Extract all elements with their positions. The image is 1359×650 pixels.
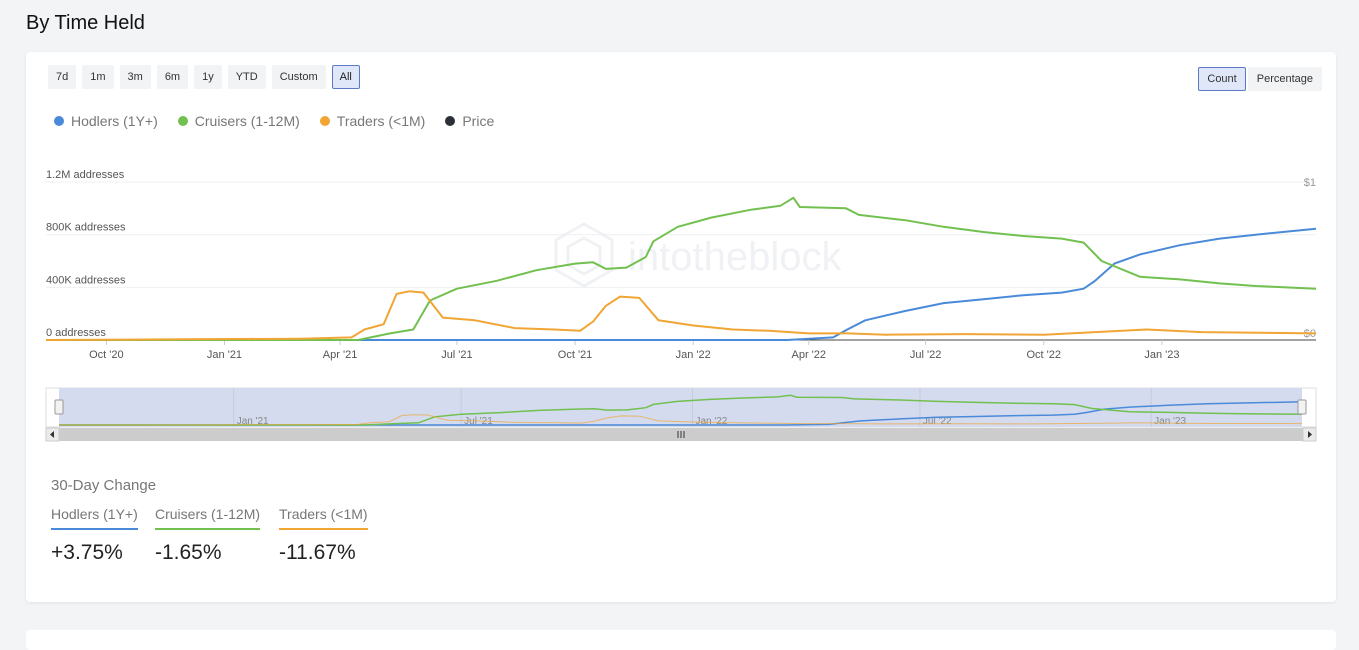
- change-hodlers: Hodlers (1Y+) +3.75%: [51, 506, 138, 565]
- legend-item-price[interactable]: Price: [445, 113, 494, 129]
- scroll-left-arrow-icon: [50, 431, 54, 438]
- navigator-line-hodlers: [59, 401, 1303, 426]
- legend-dot-price: [445, 116, 456, 126]
- watermark: intotheblock: [554, 222, 842, 288]
- scroll-right-arrow-icon: [1308, 431, 1312, 438]
- range-3m-button[interactable]: 3m: [119, 65, 151, 89]
- change-label-cruisers: Cruisers (1-12M): [155, 506, 261, 530]
- legend-dot-traders: [319, 116, 330, 126]
- mode-selector: Count Percentage: [1198, 67, 1322, 91]
- range-6m-button[interactable]: 6m: [156, 65, 189, 89]
- navigator-tick-label: Jan '22: [695, 416, 727, 427]
- section-title: By Time Held: [26, 12, 145, 34]
- series-lines: [45, 196, 1317, 341]
- navigator-right-handle[interactable]: [1297, 399, 1307, 415]
- series-line-traders: [45, 290, 1317, 341]
- change-cruisers: Cruisers (1-12M) -1.65%: [155, 506, 261, 565]
- navigator-tick-label: Jul '22: [923, 416, 952, 427]
- legend-label: Cruisers (1-12M): [194, 113, 300, 129]
- navigator-tick-label: Jan '23: [1154, 416, 1186, 427]
- x-tick-label: Oct '21: [558, 349, 593, 361]
- y-tick-label: 400K addresses: [46, 274, 126, 286]
- watermark-text: intotheblock: [628, 235, 842, 279]
- navigator-left-handle[interactable]: [54, 399, 64, 415]
- percentage-button[interactable]: Percentage: [1247, 67, 1322, 91]
- legend-dot-cruisers: [177, 116, 188, 126]
- change-title: 30-Day Change: [51, 477, 157, 494]
- legend-item-hodlers[interactable]: Hodlers (1Y+): [54, 113, 158, 129]
- x-tick-label: Jan '23: [1144, 349, 1179, 361]
- range-7d-button[interactable]: 7d: [48, 65, 77, 89]
- y-right-tick-label: $1: [1304, 177, 1316, 189]
- change-value-hodlers: +3.75%: [51, 541, 123, 564]
- chart-card: 7d 1m 3m 6m 1y YTD Custom All Count Perc…: [26, 52, 1336, 602]
- x-tick-label: Jul '21: [441, 349, 472, 361]
- legend-item-cruisers[interactable]: Cruisers (1-12M): [177, 113, 300, 129]
- change-label-hodlers: Hodlers (1Y+): [51, 506, 138, 530]
- range-1m-button[interactable]: 1m: [82, 65, 114, 89]
- x-tick-label: Apr '22: [792, 349, 827, 361]
- x-tick-label: Jan '22: [676, 349, 711, 361]
- navigator-line-cruisers: [59, 394, 1303, 426]
- x-tick-label: Oct '20: [89, 349, 124, 361]
- legend-item-traders[interactable]: Traders (<1M): [319, 113, 426, 129]
- range-all-button[interactable]: All: [331, 65, 360, 89]
- range-selector: 7d 1m 3m 6m 1y YTD Custom All: [48, 65, 360, 89]
- navigator-line-traders: [58, 414, 1303, 426]
- change-value-traders: -11.67%: [279, 541, 356, 564]
- change-traders: Traders (<1M) -11.67%: [279, 506, 368, 565]
- range-1y-button[interactable]: 1y: [194, 65, 222, 89]
- x-tick-label: Jan '21: [207, 349, 242, 361]
- chart-plot: intotheblock 0 addresses 400K addresses 80…: [45, 169, 1317, 442]
- grid: 0 addresses 400K addresses 800K addresses 1…: [46, 169, 1316, 361]
- series-line-hodlers: [46, 227, 1317, 341]
- x-tick-label: Apr '21: [323, 349, 358, 361]
- legend-dot-hodlers: [54, 116, 64, 126]
- legend-label: Price: [462, 113, 495, 129]
- change-value-cruisers: -1.65%: [155, 541, 222, 564]
- range-ytd-button[interactable]: YTD: [227, 65, 266, 89]
- chart-legend: Hodlers (1Y+) Cruisers (1-12M) Traders (…: [54, 113, 494, 129]
- navigator[interactable]: Jan '21 Jul '21 Jan '22 Jul '22 Jan '23: [45, 387, 1317, 442]
- legend-label: Traders (<1M): [336, 113, 426, 129]
- next-card: [26, 630, 1336, 650]
- navigator-tick-label: Jul '21: [464, 416, 493, 427]
- y-tick-label: 800K addresses: [46, 222, 126, 234]
- range-custom-button[interactable]: Custom: [271, 65, 326, 89]
- count-button[interactable]: Count: [1198, 67, 1246, 91]
- y-tick-label: 0 addresses: [46, 327, 106, 339]
- change-label-traders: Traders (<1M): [279, 506, 368, 530]
- legend-label: Hodlers (1Y+): [71, 113, 158, 129]
- navigator-tick-label: Jan '21: [237, 416, 269, 427]
- navigator-selection[interactable]: [59, 388, 1302, 427]
- series-line-cruisers: [46, 196, 1317, 341]
- x-tick-label: Oct '22: [1027, 349, 1062, 361]
- x-tick-label: Jul '22: [910, 349, 941, 361]
- y-tick-label: 1.2M addresses: [46, 169, 125, 181]
